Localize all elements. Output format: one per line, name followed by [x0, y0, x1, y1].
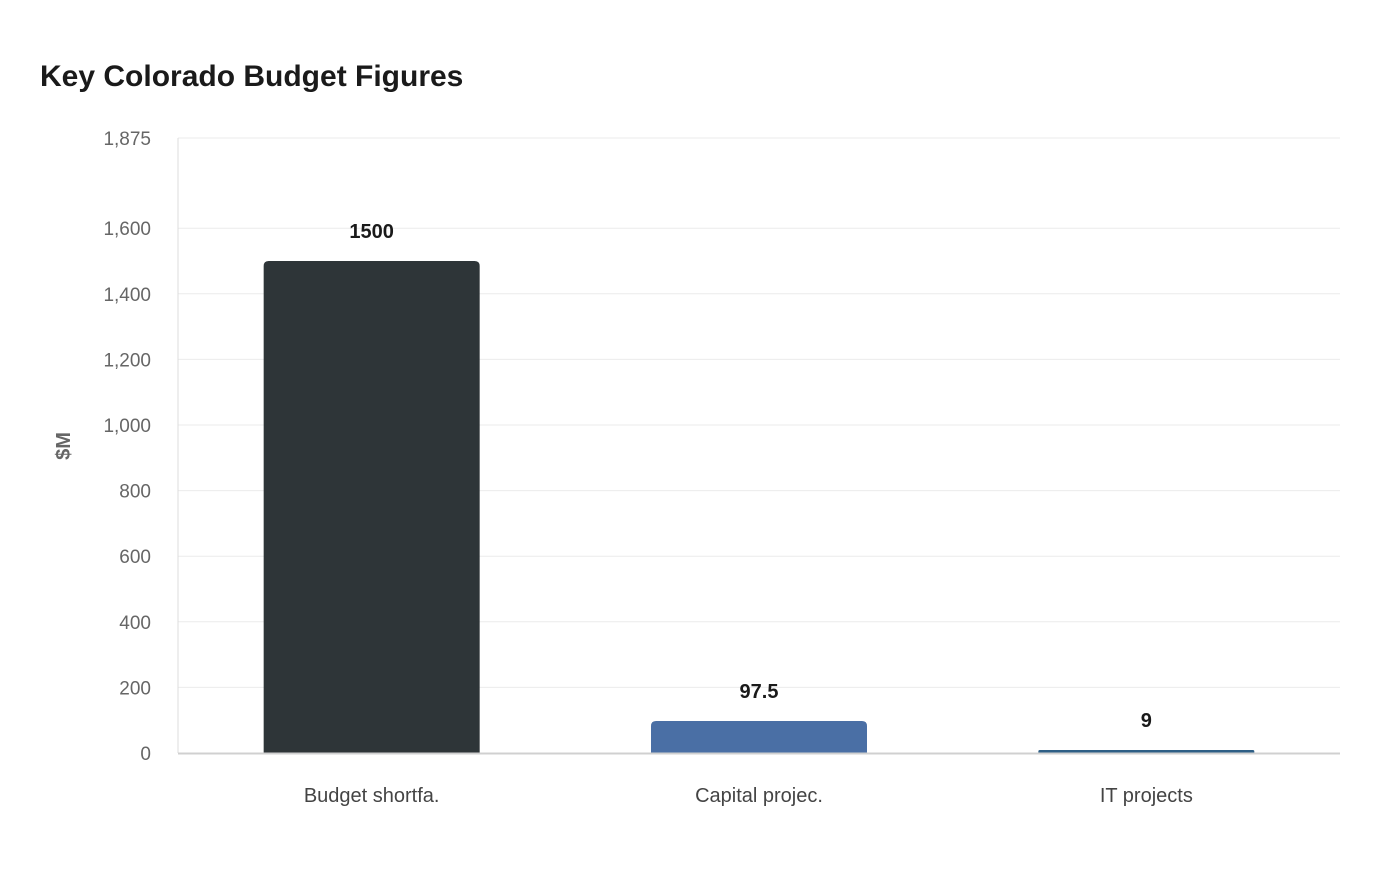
y-tick-label: 200: [119, 678, 151, 699]
bar-budget-shortfa-: [263, 261, 480, 753]
y-tick-label: 800: [119, 482, 151, 503]
y-axis-label: $M: [53, 432, 75, 460]
y-tick-label: 0: [140, 744, 151, 765]
data-label: 1500: [349, 221, 394, 243]
y-tick-label: 400: [119, 613, 151, 634]
y-tick-label: 1,000: [103, 416, 151, 437]
y-tick-label: 1,400: [103, 285, 151, 306]
y-tick-label: 600: [119, 547, 151, 568]
y-tick-label: 1,200: [103, 350, 151, 371]
bar-it-projects: [1038, 750, 1255, 753]
data-label: 97.5: [740, 681, 779, 703]
data-label: 9: [1141, 710, 1152, 732]
y-tick-label: 1,600: [103, 219, 151, 240]
x-tick-label: IT projects: [1100, 785, 1193, 807]
x-tick-label: Capital projec.: [695, 785, 823, 807]
chart-title: Key Colorado Budget Figures: [40, 60, 464, 93]
y-tick-label: 1,875: [103, 129, 151, 150]
x-tick-label: Budget shortfa.: [304, 785, 440, 807]
bar-capital-projec-: [651, 721, 867, 753]
